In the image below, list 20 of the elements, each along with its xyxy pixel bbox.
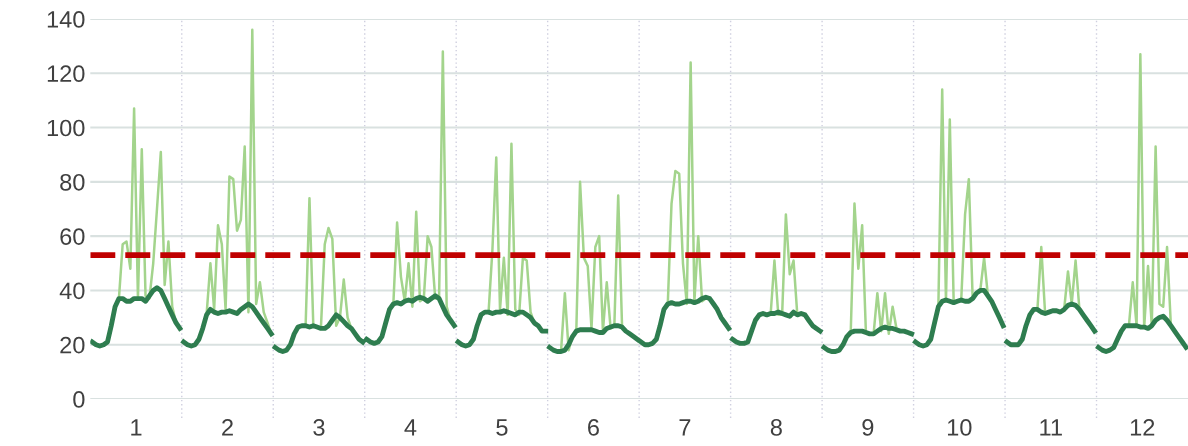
x-tick-label: 8 [770,419,782,436]
x-tick-label: 10 [947,419,972,436]
y-tick-label: 60 [60,228,85,245]
x-tick-label: 9 [862,419,874,436]
y-tick-label: 80 [60,173,85,191]
y-tick-label: 100 [47,119,85,137]
x-tick-label: 2 [222,419,233,436]
x-tick-label: 6 [588,419,599,436]
x-tick-label: 5 [496,419,508,436]
y-tick-label: 140 [47,11,85,28]
y-tick-label: 40 [59,282,85,300]
y-tick-label: 20 [60,336,85,354]
x-tick-label: 11 [1040,419,1062,436]
x-tick-label: 1 [131,419,142,436]
x-tick-label: 7 [679,419,691,436]
y-tick-label: 120 [47,65,85,83]
x-tick-label: 3 [313,419,325,436]
x-tick-label: 4 [404,419,417,436]
x-tick-label: 12 [1130,419,1155,436]
y-tick-label: 0 [73,391,85,408]
